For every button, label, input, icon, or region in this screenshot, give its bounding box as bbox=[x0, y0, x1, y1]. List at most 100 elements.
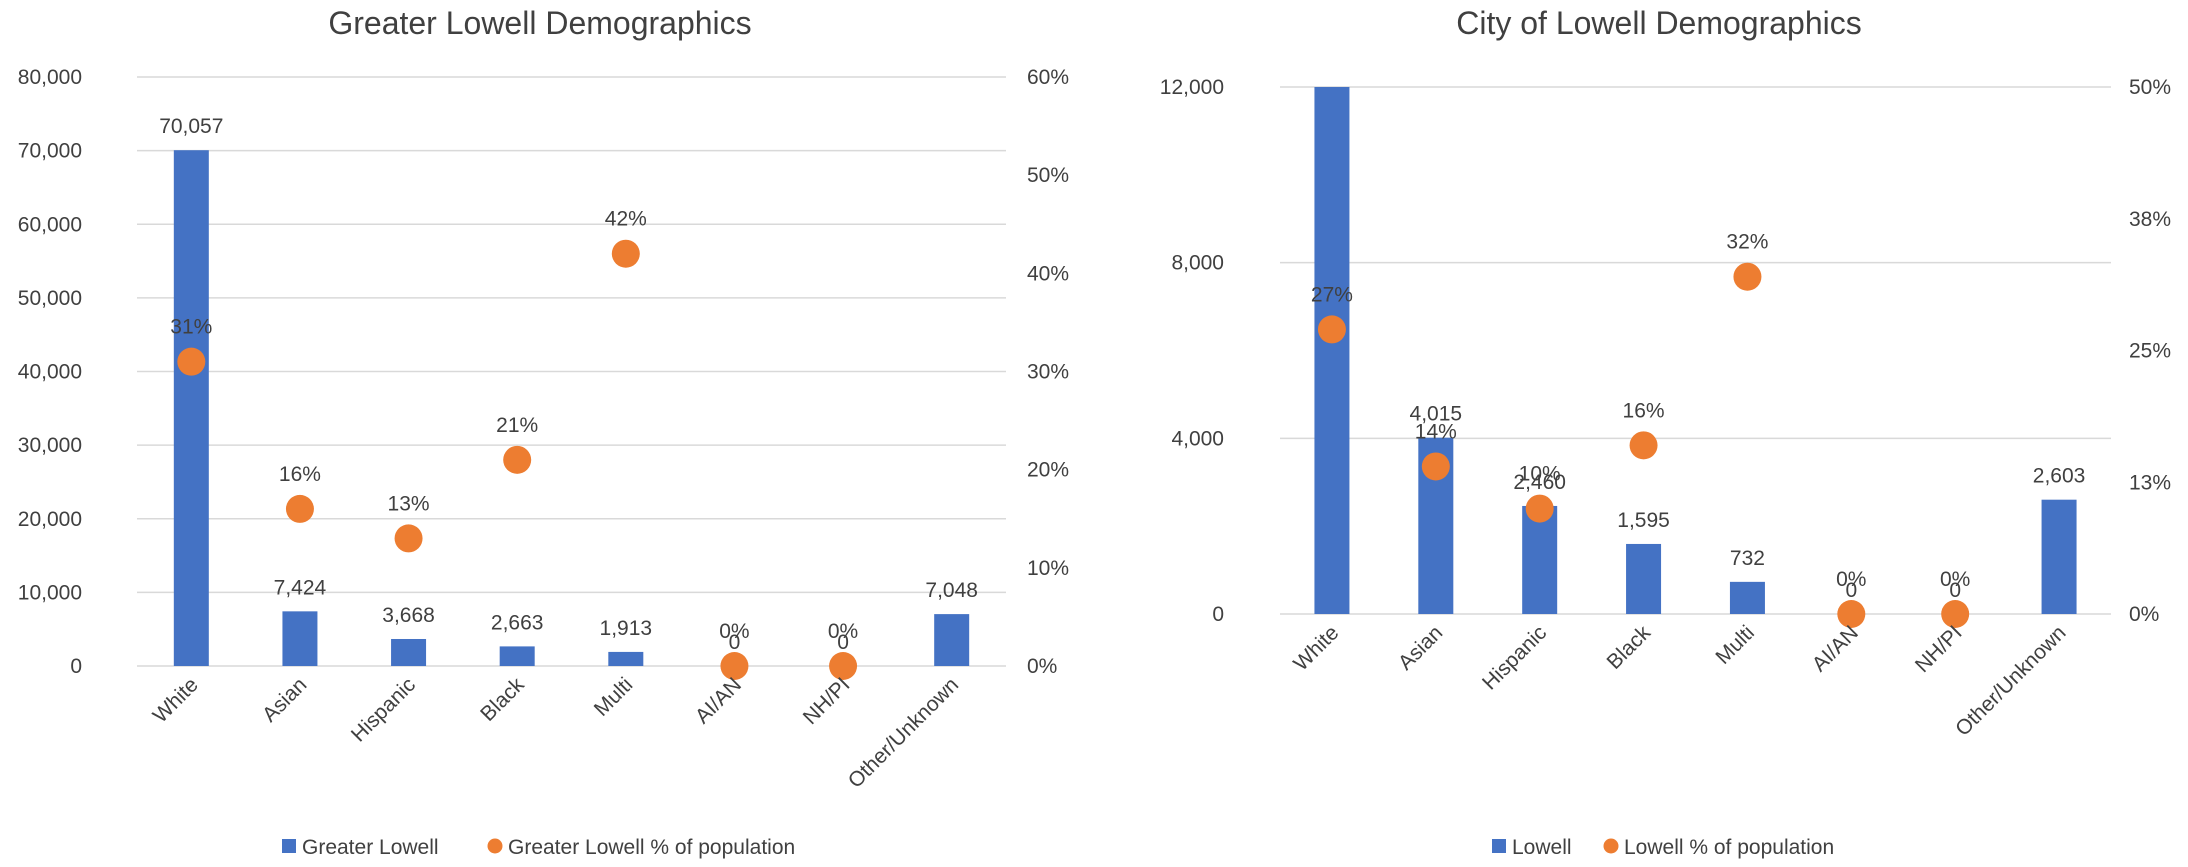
percent-dot bbox=[1733, 262, 1762, 291]
y2-axis-tick-label: 25% bbox=[2129, 340, 2171, 363]
percent-dot bbox=[1317, 315, 1346, 344]
percent-data-label: 0% bbox=[828, 620, 858, 643]
percent-dot bbox=[611, 239, 640, 268]
y-axis-tick-label: 30,000 bbox=[18, 434, 82, 457]
percent-dot bbox=[1837, 600, 1866, 628]
category-label: Hispanic bbox=[1478, 621, 1551, 694]
bar bbox=[1522, 505, 1558, 614]
legend-dot-label: Greater Lowell % of population bbox=[508, 836, 795, 859]
percent-data-label: 31% bbox=[170, 316, 212, 339]
bar-data-label: 4,015 bbox=[1410, 403, 1463, 426]
category-label: AI/AN bbox=[1808, 621, 1863, 676]
y-axis-tick-label: 20,000 bbox=[18, 508, 82, 531]
category-label: Multi bbox=[590, 673, 638, 721]
percent-dot bbox=[285, 494, 314, 523]
percent-dot bbox=[1941, 600, 1970, 628]
percent-data-label: 16% bbox=[279, 463, 321, 486]
percent-dot bbox=[1525, 494, 1554, 523]
legend-bar-label: Greater Lowell bbox=[302, 836, 439, 859]
percent-data-label: 32% bbox=[1726, 231, 1768, 254]
y2-axis-tick-label: 0% bbox=[2129, 603, 2159, 626]
bar-data-label: 70,057 bbox=[159, 115, 223, 138]
percent-dot bbox=[1421, 452, 1450, 481]
legend-bar-swatch bbox=[282, 839, 296, 853]
legend-dot-swatch bbox=[487, 838, 503, 854]
category-label: White bbox=[1289, 621, 1343, 675]
bar bbox=[934, 614, 970, 666]
y2-axis-tick-label: 40% bbox=[1027, 262, 1069, 285]
bar bbox=[1626, 543, 1662, 614]
y2-axis-tick-label: 10% bbox=[1027, 557, 1069, 580]
category-label: NH/PI bbox=[1911, 621, 1967, 677]
bar-data-label: 7,424 bbox=[274, 576, 327, 599]
percent-dot bbox=[829, 652, 858, 680]
bar-data-label: 0 bbox=[1949, 579, 1961, 602]
legend-bar-label: Lowell bbox=[1512, 836, 1572, 859]
category-label: Other/Unknown bbox=[1951, 621, 2070, 740]
percent-data-label: 14% bbox=[1415, 420, 1457, 443]
category-label: Multi bbox=[1711, 621, 1759, 669]
percent-dot bbox=[394, 524, 423, 553]
bar-data-label: 1,595 bbox=[1617, 509, 1670, 532]
category-label: AI/AN bbox=[691, 673, 746, 728]
y2-axis-tick-label: 60% bbox=[1027, 66, 1069, 89]
y2-axis-tick-label: 13% bbox=[2129, 471, 2171, 494]
bar-data-label: 0 bbox=[1845, 579, 1857, 602]
bar-data-label: 3,668 bbox=[382, 604, 435, 627]
city-of-lowell-chart: City of Lowell Demographics 0 4,000 8,000 12… bbox=[1160, 5, 2171, 859]
percent-data-label: 0% bbox=[719, 620, 749, 643]
y2-axis-tick-label: 30% bbox=[1027, 361, 1069, 384]
bar bbox=[608, 651, 644, 666]
y-axis-tick-label: 50,000 bbox=[18, 287, 82, 310]
y-axis-tick-label: 60,000 bbox=[18, 213, 82, 236]
category-label: Black bbox=[476, 673, 529, 726]
bar bbox=[282, 611, 318, 666]
y-axis-tick-label: 80,000 bbox=[18, 66, 82, 89]
category-label: Asian bbox=[258, 673, 311, 726]
percent-data-label: 16% bbox=[1623, 399, 1665, 422]
y-axis-tick-label: 70,000 bbox=[18, 140, 82, 163]
percent-data-label: 13% bbox=[388, 492, 430, 515]
bar bbox=[1729, 581, 1765, 614]
bar-data-label: 7,048 bbox=[925, 579, 978, 602]
y2-axis-tick-label: 20% bbox=[1027, 459, 1069, 482]
bar bbox=[391, 638, 427, 666]
bar-data-label: 2,663 bbox=[491, 611, 544, 634]
y-axis-tick-label: 10,000 bbox=[18, 581, 82, 604]
bar bbox=[173, 150, 209, 667]
percent-dot bbox=[720, 652, 749, 680]
bar bbox=[2041, 499, 2077, 614]
category-label: Asian bbox=[1394, 621, 1447, 674]
percent-data-label: 42% bbox=[605, 208, 647, 231]
y2-axis-tick-label: 50% bbox=[1027, 164, 1069, 187]
percent-data-label: 0% bbox=[1836, 568, 1866, 591]
percent-dot bbox=[503, 445, 532, 474]
percent-data-label: 21% bbox=[496, 414, 538, 437]
category-label: Other/Unknown bbox=[844, 673, 963, 792]
category-label: White bbox=[149, 673, 203, 727]
y-axis-tick-label: 4,000 bbox=[1171, 427, 1224, 450]
y2-axis-tick-label: 0% bbox=[1027, 655, 1057, 678]
y2-axis-tick-label: 50% bbox=[2129, 76, 2171, 99]
y2-axis-tick-label: 38% bbox=[2129, 208, 2171, 231]
bar-data-label: 1,913 bbox=[600, 617, 653, 640]
category-label: NH/PI bbox=[799, 673, 855, 729]
bar-data-label: 0 bbox=[729, 631, 741, 654]
y-axis-tick-label: 0 bbox=[70, 655, 82, 678]
category-label: Black bbox=[1603, 621, 1656, 674]
legend-dot-swatch bbox=[1603, 838, 1619, 854]
greater-lowell-chart: Greater Lowell Demographics 0 10,000 20,000… bbox=[18, 5, 1069, 859]
y-axis-tick-label: 40,000 bbox=[18, 361, 82, 384]
bar bbox=[1314, 87, 1350, 614]
y-axis-tick-label: 8,000 bbox=[1171, 252, 1224, 275]
bar bbox=[499, 646, 535, 666]
legend-bar-swatch bbox=[1492, 839, 1506, 853]
percent-data-label: 27% bbox=[1311, 283, 1353, 306]
category-label: Hispanic bbox=[347, 673, 420, 746]
chart-title: City of Lowell Demographics bbox=[1456, 5, 1862, 41]
bar-data-label: 2,603 bbox=[2033, 465, 2086, 488]
bar-data-label: 0 bbox=[837, 631, 849, 654]
percent-dot bbox=[177, 347, 206, 376]
percent-data-label: 10% bbox=[1519, 463, 1561, 486]
